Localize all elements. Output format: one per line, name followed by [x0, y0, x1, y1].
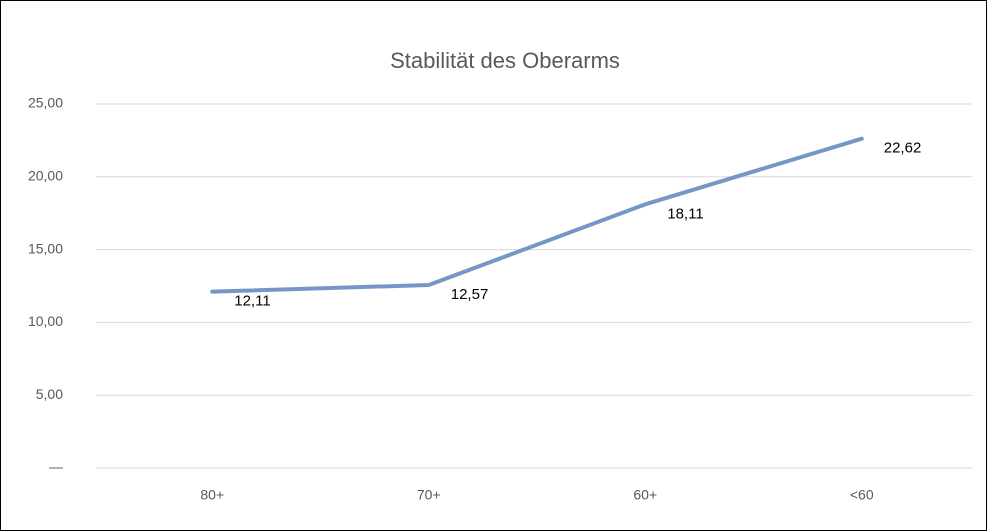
data-label: 18,11 [667, 205, 703, 222]
y-tick-label: 20,00 [28, 168, 63, 184]
x-tick-label: 70+ [417, 487, 441, 503]
y-tick-label: 25,00 [28, 95, 63, 111]
y-tick-label: 10,00 [28, 313, 63, 329]
y-tick-label: 5,00 [36, 386, 63, 402]
data-label: 12,57 [451, 286, 489, 303]
data-label: 22,62 [884, 140, 922, 157]
y-tick-label: 15,00 [28, 240, 63, 256]
x-tick-label: <60 [850, 487, 874, 503]
line [210, 136, 864, 294]
y-tick-label: — [49, 459, 63, 475]
data-label: 12,11 [234, 293, 270, 310]
chart-title: Stabilität des Oberarms [390, 48, 620, 73]
x-tick-label: 80+ [200, 487, 224, 503]
x-tick-label: 60+ [633, 487, 657, 503]
